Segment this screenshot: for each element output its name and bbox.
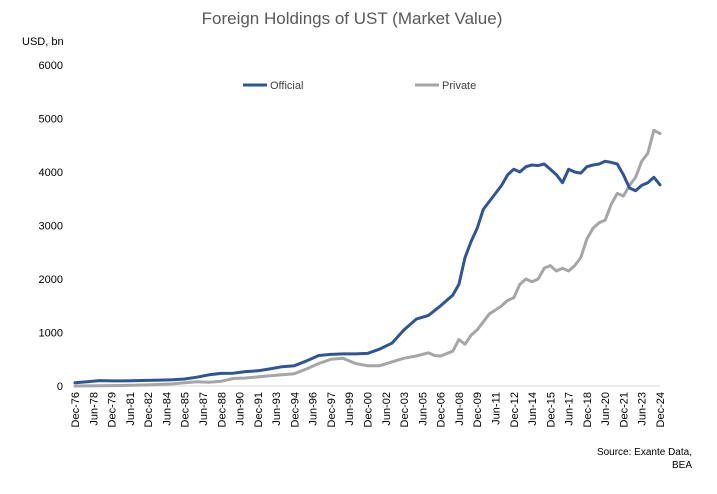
y-tick-label: 3000 <box>39 221 63 233</box>
x-tick-label: Dec-79 <box>107 392 119 427</box>
x-tick-label: Jun-81 <box>125 392 137 426</box>
legend-private-label: Private <box>442 80 476 92</box>
x-tick-label: Dec-24 <box>655 392 667 427</box>
x-tick-label: Jun-87 <box>198 392 210 426</box>
x-tick-label: Jun-90 <box>235 392 247 426</box>
x-tick-label: Jun-23 <box>637 392 649 426</box>
x-tick-label: Dec-12 <box>509 392 521 427</box>
x-tick-label: Dec-94 <box>289 392 301 427</box>
x-tick-label: Jun-08 <box>454 392 466 426</box>
x-tick-label: Dec-00 <box>363 392 375 427</box>
x-tick-label: Jun-93 <box>271 392 283 426</box>
x-tick-label: Dec-18 <box>582 392 594 427</box>
series-layer <box>73 128 662 388</box>
y-axis: 0 1000 2000 3000 4000 5000 6000 <box>39 60 63 393</box>
x-tick-label: Jun-99 <box>344 392 356 426</box>
x-tick-label: Dec-97 <box>326 392 338 427</box>
x-tick-label: Dec-85 <box>180 392 192 427</box>
x-tick-label: Jun-20 <box>600 392 612 426</box>
source-note-line2: BEA <box>672 460 692 471</box>
y-tick-label: 1000 <box>39 328 63 340</box>
y-tick-label: 2000 <box>39 274 63 286</box>
x-tick-label: Dec-15 <box>545 392 557 427</box>
x-tick-label: Dec-91 <box>253 392 265 427</box>
x-tick-label: Jun-78 <box>88 392 100 426</box>
x-axis: Dec-76 Jun-78 Dec-79 Jun-81 Dec-82 Jun-84 Dec-… <box>70 392 667 427</box>
y-tick-label: 4000 <box>39 167 63 179</box>
y-tick-label: 6000 <box>39 60 63 72</box>
x-tick-label: Jun-96 <box>308 392 320 426</box>
x-tick-label: Dec-82 <box>143 392 155 427</box>
legend-official-label: Official <box>270 80 303 92</box>
x-tick-label: Dec-09 <box>472 392 484 427</box>
series-line-private <box>73 128 662 388</box>
x-tick-label: Dec-06 <box>436 392 448 427</box>
x-tick-label: Jun-17 <box>564 392 576 426</box>
x-tick-label: Dec-76 <box>70 392 82 427</box>
x-tick-label: Jun-05 <box>417 392 429 426</box>
x-tick-label: Jun-02 <box>381 392 393 426</box>
x-tick-label: Dec-21 <box>618 392 630 427</box>
x-tick-label: Dec-88 <box>216 392 228 427</box>
x-tick-label: Jun-11 <box>490 392 502 425</box>
y-tick-label: 0 <box>57 381 63 393</box>
legend: Official Private <box>243 80 476 92</box>
x-tick-label: Jun-14 <box>527 392 539 426</box>
source-note-line1: Source: Exante Data, <box>597 447 692 458</box>
x-tick-label: Dec-03 <box>399 392 411 427</box>
chart-title: Foreign Holdings of UST (Market Value) <box>202 9 503 28</box>
series-line-official <box>73 159 662 385</box>
y-tick-label: 5000 <box>39 114 63 126</box>
y-axis-unit-label: USD, bn <box>22 36 64 48</box>
x-tick-label: Jun-84 <box>161 392 173 426</box>
